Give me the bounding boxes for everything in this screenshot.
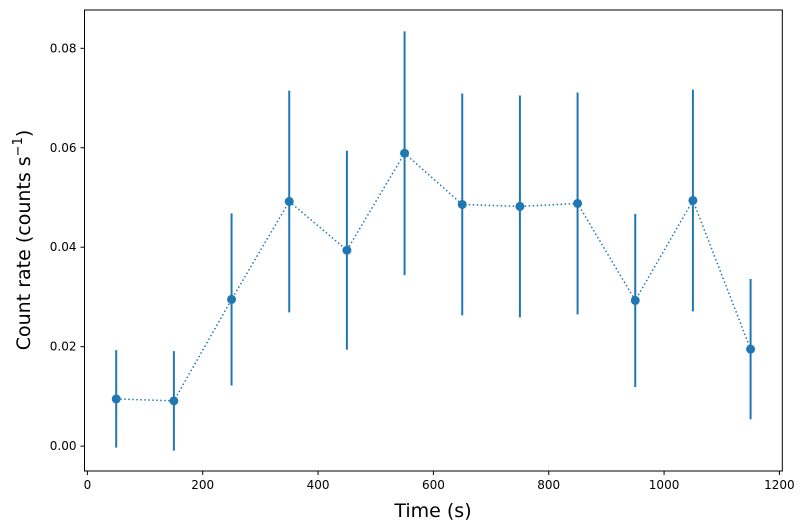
y-axis-label: Count rate (counts s−1) bbox=[11, 130, 35, 351]
y-tick-label: 0.08 bbox=[50, 41, 77, 55]
data-point bbox=[515, 201, 525, 211]
x-tick-label: 400 bbox=[307, 478, 330, 492]
y-tick-label: 0.02 bbox=[50, 340, 77, 354]
x-tick-label: 1200 bbox=[764, 478, 795, 492]
data-point bbox=[227, 294, 237, 304]
data-point bbox=[457, 199, 467, 209]
x-axis: 0 200 400 600 800 1000 1200 bbox=[84, 471, 795, 492]
data-point bbox=[342, 245, 352, 255]
x-axis-label: Time (s) bbox=[393, 500, 471, 522]
y-tick-label: 0.04 bbox=[50, 240, 77, 254]
data-point bbox=[400, 148, 410, 158]
data-point bbox=[573, 198, 583, 208]
y-tick-label: 0.00 bbox=[50, 439, 77, 453]
data-point bbox=[111, 394, 121, 404]
plot-marks bbox=[111, 31, 756, 451]
data-point bbox=[746, 344, 756, 354]
y-axis: 0.00 0.02 0.04 0.06 0.08 bbox=[50, 41, 85, 453]
data-point bbox=[630, 295, 640, 305]
data-point bbox=[688, 195, 698, 205]
x-tick-label: 600 bbox=[422, 478, 445, 492]
axes-frame bbox=[84, 9, 783, 472]
x-tick-label: 800 bbox=[537, 478, 560, 492]
series-line bbox=[116, 152, 752, 402]
data-point bbox=[284, 196, 294, 206]
x-tick-label: 0 bbox=[84, 478, 92, 492]
data-point bbox=[169, 396, 179, 406]
x-tick-label: 200 bbox=[191, 478, 214, 492]
y-tick-label: 0.06 bbox=[50, 141, 77, 155]
x-tick-label: 1000 bbox=[649, 478, 680, 492]
